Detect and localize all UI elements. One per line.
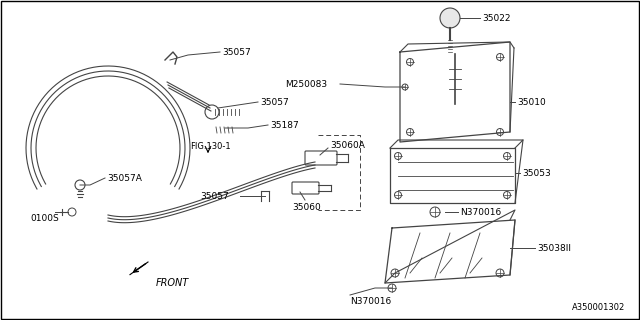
Text: 35038II: 35038II: [537, 244, 571, 252]
Text: 35010: 35010: [517, 98, 546, 107]
Text: FIG.130-1: FIG.130-1: [190, 141, 230, 150]
Text: 35053: 35053: [522, 169, 551, 178]
Text: M250083: M250083: [285, 79, 327, 89]
Text: 35057: 35057: [200, 191, 228, 201]
Text: FRONT: FRONT: [156, 278, 189, 288]
Text: A350001302: A350001302: [572, 303, 625, 312]
Text: N370016: N370016: [350, 297, 391, 306]
Text: 35057: 35057: [260, 98, 289, 107]
Text: 0100S: 0100S: [30, 213, 59, 222]
Circle shape: [440, 8, 460, 28]
Text: 35022: 35022: [482, 13, 511, 22]
Text: 35060A: 35060A: [330, 140, 365, 149]
Text: 35057A: 35057A: [107, 173, 142, 182]
Text: 35057: 35057: [222, 47, 251, 57]
Text: 35060: 35060: [292, 203, 321, 212]
Text: N370016: N370016: [460, 207, 501, 217]
Text: 35187: 35187: [270, 121, 299, 130]
